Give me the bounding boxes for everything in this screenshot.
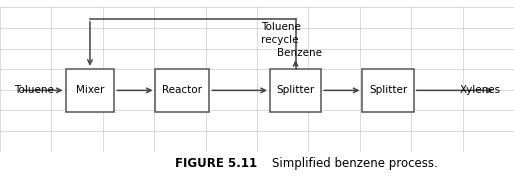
Text: Toluene: Toluene bbox=[14, 85, 54, 95]
Text: Splitter: Splitter bbox=[277, 85, 315, 95]
Text: Toluene
recycle: Toluene recycle bbox=[261, 22, 301, 45]
Bar bbox=[66, 69, 114, 112]
Text: FIGURE 5.11: FIGURE 5.11 bbox=[175, 157, 257, 170]
Text: Xylenes: Xylenes bbox=[460, 85, 501, 95]
Text: Splitter: Splitter bbox=[369, 85, 407, 95]
Text: Reactor: Reactor bbox=[162, 85, 203, 95]
Bar bbox=[155, 69, 210, 112]
Bar bbox=[270, 69, 321, 112]
Bar bbox=[362, 69, 414, 112]
Text: Benzene: Benzene bbox=[277, 48, 322, 58]
Text: Mixer: Mixer bbox=[76, 85, 104, 95]
Text: Simplified benzene process.: Simplified benzene process. bbox=[257, 157, 438, 170]
